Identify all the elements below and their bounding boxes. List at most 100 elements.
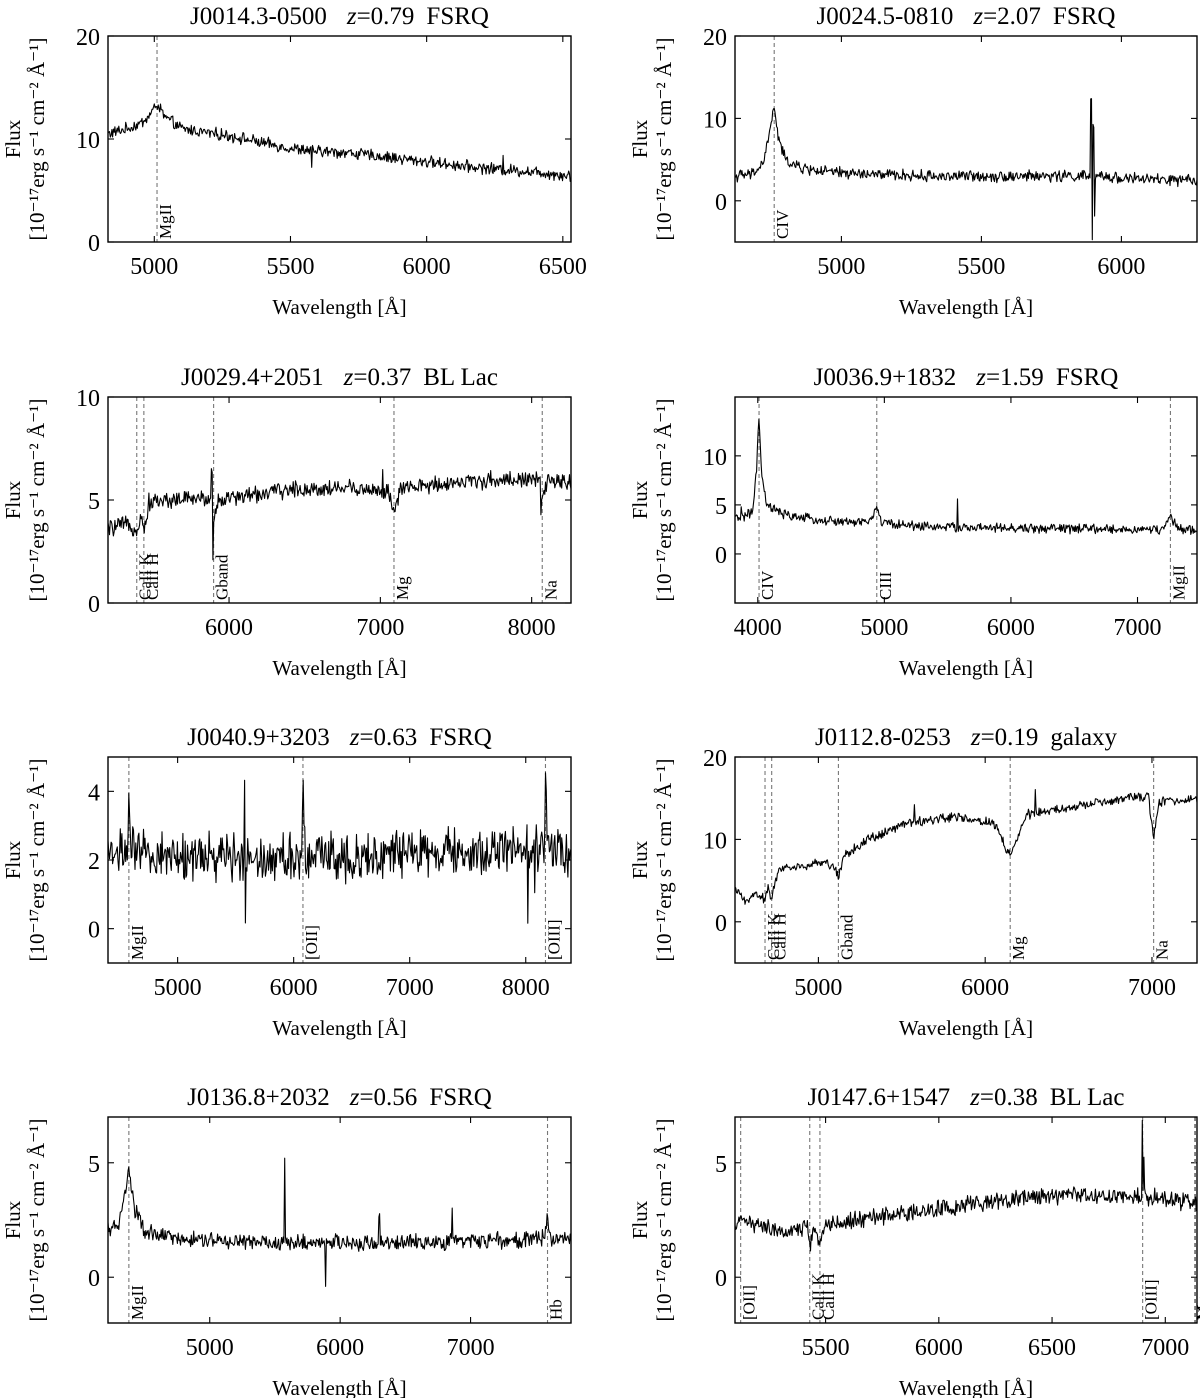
y-tick-label: 0 [715,1266,727,1292]
x-tick-label: 6000 [316,1335,364,1361]
y-axis-label: Flux [628,1200,652,1239]
spectrum-trace [108,468,571,561]
spectral-line-label: MgII [128,925,147,960]
spectral-line-label: CaII H [771,913,790,960]
x-tick-label: 6500 [539,254,587,280]
spectral-line-label: [OII] [740,1285,759,1320]
panel-title: J0029.4+2051 z=0.37 BL Lac [181,364,498,391]
plot-frame [734,35,1198,243]
y-tick-label: 10 [703,445,727,471]
y-axis-unit: [10⁻¹⁷erg s⁻¹ cm⁻² Å⁻¹] [652,758,676,961]
plot-frame [734,1116,1198,1324]
spectrum-panel: J0029.4+2051 z=0.37 BL Lac 6000 7000 8000 0 5 10… [1,364,572,680]
y-tick-label: 20 [76,25,100,51]
spectral-line-label: CaII H [143,553,162,600]
x-tick-label: 8000 [508,615,556,641]
panel-title: J0024.5-0810 z=2.07 FSRQ [817,3,1116,30]
plot-frame [107,1116,572,1324]
spectral-line-label: Hb [547,1299,566,1320]
spectrum-trace [108,103,571,182]
x-tick-label: 6000 [987,615,1035,641]
spectral-line-label: [OIII] [544,919,563,960]
plot-frame [107,756,572,964]
x-tick-label: 7000 [1128,975,1176,1001]
y-axis-label: Flux [628,840,652,879]
spectrum-trace [735,789,1197,905]
x-axis-label: Wavelength [Å] [899,295,1033,319]
spectrum-panel: J0024.5-0810 z=2.07 FSRQ 5000 5500 6000 0 10 20 C… [628,3,1198,319]
x-tick-label: 5000 [817,254,865,280]
spectral-line-label: CaII K [764,913,783,960]
spectral-line-label: [OII] [302,925,321,960]
x-tick-label: 6000 [1097,254,1145,280]
y-axis-unit: [10⁻¹⁷erg s⁻¹ cm⁻² Å⁻¹] [652,1118,676,1321]
x-tick-label: 8000 [502,975,550,1001]
y-axis-label: Flux [1,1200,25,1239]
spectral-line-label: Mg [1009,936,1028,960]
panel-title: J0147.6+1547 z=0.38 BL Lac [808,1084,1125,1111]
y-tick-label: 0 [88,918,100,944]
plot-frame [734,756,1198,964]
x-axis-label: Wavelength [Å] [272,1016,406,1040]
x-tick-label: 6000 [403,254,451,280]
spectral-line-label: Na [541,580,560,600]
x-axis-label: Wavelength [Å] [272,295,406,319]
y-axis-label: Flux [1,480,25,519]
spectral-line-label: MgII [156,204,175,239]
y-axis-label: Flux [628,119,652,158]
x-tick-label: 5000 [860,615,908,641]
spectrum-trace [735,1119,1197,1252]
y-tick-label: 4 [88,780,100,806]
spectrum-panel: J0136.8+2032 z=0.56 FSRQ 5000 6000 7000 0 5 MgII… [1,1084,572,1398]
panel-title: J0136.8+2032 z=0.56 FSRQ [187,1084,492,1111]
x-tick-label: 6500 [1028,1335,1076,1361]
x-tick-label: 5500 [957,254,1005,280]
x-tick-label: 5000 [130,254,178,280]
spectrum-panel: J0112.8-0253 z=0.19 galaxy 5000 6000 7000 0 10 2… [628,724,1198,1040]
y-tick-label: 2 [88,849,100,875]
spectrum-trace [108,772,571,924]
spectrum-panel: J0014.3-0500 z=0.79 FSRQ 5000 5500 6000 6500 0 1… [1,3,587,319]
y-tick-label: 10 [76,386,100,412]
spectral-line-label: CaII H [819,1273,838,1320]
y-axis-unit: [10⁻¹⁷erg s⁻¹ cm⁻² Å⁻¹] [25,1118,49,1321]
y-tick-label: 10 [76,128,100,154]
x-tick-label: 6000 [915,1335,963,1361]
spectral-line-label: Gband [837,914,856,960]
spectral-line-label: CIV [758,570,777,600]
spectral-line-label: Na [1153,940,1172,960]
x-tick-label: 5500 [802,1335,850,1361]
x-axis-label: Wavelength [Å] [272,1376,406,1398]
y-axis-label: Flux [1,840,25,879]
spectrum-panel: J0147.6+1547 z=0.38 BL Lac 5500 6000 6500 7000… [628,1084,1200,1398]
x-axis-label: Wavelength [Å] [272,656,406,680]
y-tick-label: 5 [88,489,100,515]
x-tick-label: 5000 [186,1335,234,1361]
y-axis-unit: [10⁻¹⁷erg s⁻¹ cm⁻² Å⁻¹] [25,398,49,601]
x-tick-label: 7000 [386,975,434,1001]
y-tick-label: 5 [715,1152,727,1178]
x-tick-label: 6000 [205,615,253,641]
spectral-line-label: MgII [128,1285,147,1320]
panel-title: J0112.8-0253 z=0.19 galaxy [815,724,1118,751]
spectral-line-label: [OIII] [1142,1279,1161,1320]
x-tick-label: 7000 [1114,615,1162,641]
spectral-line-label: CaII K [136,553,155,600]
panel-title: J0036.9+1832 z=1.59 FSRQ [814,364,1119,391]
x-axis-label: Wavelength [Å] [899,656,1033,680]
y-axis-unit: [10⁻¹⁷erg s⁻¹ cm⁻² Å⁻¹] [25,37,49,240]
x-tick-label: 6000 [270,975,318,1001]
y-axis-label: Flux [628,480,652,519]
panel-title: J0014.3-0500 z=0.79 FSRQ [190,3,489,30]
x-axis-label: Wavelength [Å] [899,1376,1033,1398]
x-tick-label: 7000 [447,1335,495,1361]
y-tick-label: 5 [715,494,727,520]
x-tick-label: 7000 [356,615,404,641]
spectral-line-label: Gband [213,554,232,600]
plot-frame [107,35,572,243]
spectrum-panel: J0040.9+3203 z=0.63 FSRQ 5000 6000 7000 8000 0 2… [1,724,572,1040]
y-axis-unit: [10⁻¹⁷erg s⁻¹ cm⁻² Å⁻¹] [652,398,676,601]
spectrum-trace [735,98,1197,241]
y-tick-label: 10 [703,107,727,133]
